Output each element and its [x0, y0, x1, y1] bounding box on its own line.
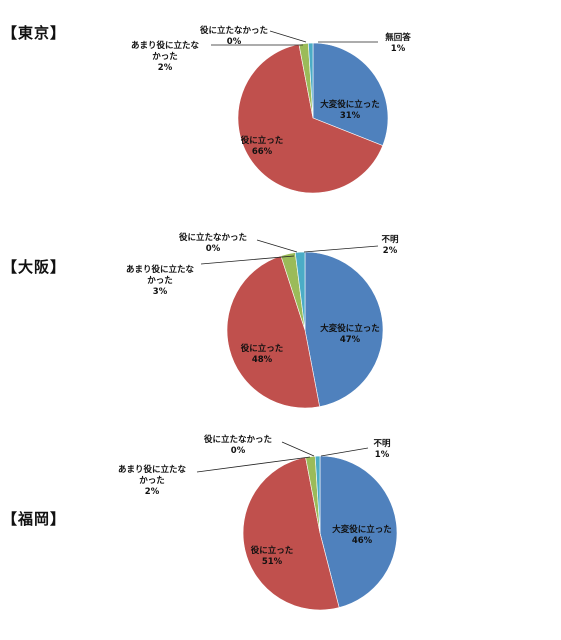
panel-label-fukuoka: 【福岡】: [2, 510, 67, 528]
slice-name-label: 役に立った: [240, 135, 284, 146]
pie-slice: [312, 42, 389, 146]
pie-slice: [319, 455, 398, 608]
slice-value-label: 31%: [340, 111, 361, 121]
slice-value-label: 1%: [375, 450, 390, 460]
slice-label: 役に立った 48%: [240, 343, 284, 365]
slice-label: あまり役に立たなかった 3%: [126, 264, 195, 297]
panel-label-osaka: 【大阪】: [2, 258, 67, 276]
pie-slice: [237, 43, 384, 194]
slice-label: 大変役に立った 46%: [332, 524, 392, 546]
slice-name-label: かった: [147, 275, 173, 286]
slice-name-label: 役に立った: [250, 545, 294, 556]
pie-slice: [307, 42, 314, 119]
leader-line: [256, 239, 298, 253]
slice-name-label: かった: [139, 475, 165, 486]
leader-line: [303, 245, 379, 253]
slice-label: 大変役に立った 31%: [320, 99, 380, 121]
slice-name-label: あまり役に立たな: [126, 264, 195, 275]
slice-name-label: 役に立った: [240, 343, 284, 354]
slice-name-label: あまり役に立たな: [118, 464, 187, 475]
slice-value-label: 2%: [145, 487, 160, 497]
slice-name-label: 役に立たなかった: [178, 232, 247, 243]
leader-line: [200, 255, 295, 265]
slice-value-label: 48%: [252, 355, 273, 365]
slice-label: 無回答 1%: [385, 32, 411, 54]
slice-name-label: 不明: [373, 439, 391, 449]
slice-label: あまり役に立たなかった 2%: [118, 464, 187, 497]
leader-line: [281, 441, 315, 457]
leader-line: [320, 447, 369, 457]
slice-name-label: かった: [152, 51, 178, 62]
leader-line: [269, 30, 307, 43]
slice-label: 役に立った 66%: [240, 135, 284, 157]
pie-slice: [304, 251, 384, 407]
slice-value-label: 1%: [391, 44, 406, 54]
slice-label: 役に立たなかった 0%: [199, 25, 268, 47]
slice-value-label: 0%: [206, 244, 221, 254]
slice-name-label: 役に立たなかった: [203, 434, 272, 445]
pie-slice: [226, 255, 320, 409]
slice-value-label: 2%: [383, 246, 398, 256]
leader-line: [196, 456, 311, 473]
slice-value-label: 2%: [158, 63, 173, 73]
slice-name-label: 役に立たなかった: [199, 25, 268, 36]
slice-label: 大変役に立った 47%: [320, 323, 380, 345]
slice-name-label: 無回答: [385, 32, 411, 43]
slice-value-label: 0%: [231, 446, 246, 456]
slice-value-label: 46%: [352, 536, 373, 546]
pie-slice: [314, 455, 321, 534]
slice-label: 役に立った 51%: [250, 545, 294, 567]
pie-1: [226, 251, 384, 409]
slice-label: 不明 1%: [373, 439, 391, 460]
slice-name-label: あまり役に立たな: [131, 40, 200, 51]
pie-2: [242, 455, 398, 611]
pie-slice: [242, 457, 340, 611]
slice-name-label: 不明: [381, 235, 399, 245]
slice-label: 役に立たなかった 0%: [203, 434, 272, 456]
slice-name-label: 大変役に立った: [320, 323, 380, 334]
slice-value-label: 51%: [262, 557, 283, 567]
slice-label: 不明 2%: [381, 235, 399, 256]
slice-name-label: 大変役に立った: [320, 99, 380, 110]
pie-0: [237, 42, 389, 194]
panel-label-tokyo: 【東京】: [2, 24, 67, 42]
slice-label: 役に立たなかった 0%: [178, 232, 247, 254]
slice-value-label: 3%: [153, 287, 168, 297]
slice-label: あまり役に立たなかった 2%: [131, 40, 200, 73]
slice-value-label: 47%: [340, 335, 361, 345]
slice-value-label: 66%: [252, 147, 273, 157]
slice-value-label: 0%: [227, 37, 242, 47]
slice-name-label: 大変役に立った: [332, 524, 392, 535]
